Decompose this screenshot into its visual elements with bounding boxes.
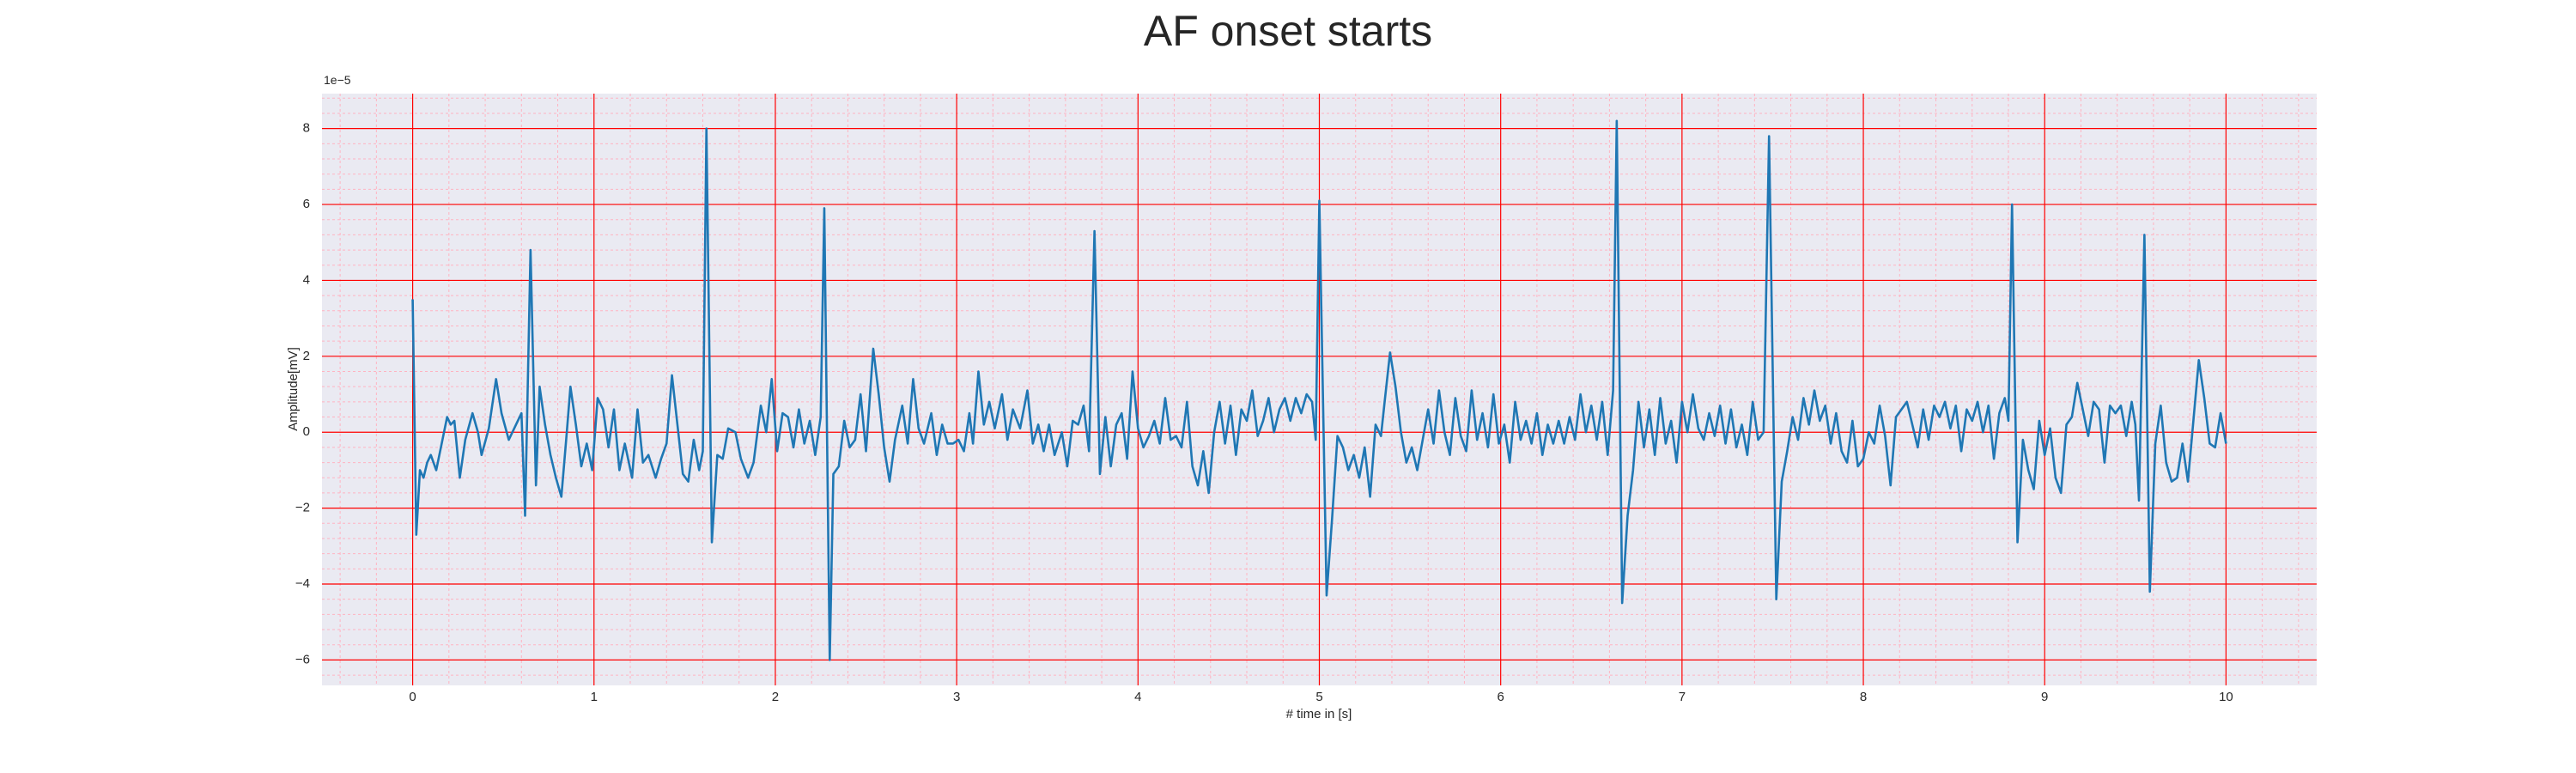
y-tick-label: −2 <box>295 501 310 515</box>
y-tick-label: 0 <box>303 424 310 439</box>
x-tick-label: 9 <box>2041 690 2048 704</box>
chart-title: AF onset starts <box>1144 7 1432 55</box>
x-tick-label: 4 <box>1134 690 1141 704</box>
y-tick-label: 2 <box>303 349 310 363</box>
x-tick-label: 3 <box>953 690 960 704</box>
x-tick-label: 0 <box>409 690 416 704</box>
y-tick-label: 4 <box>303 272 310 287</box>
x-tick-label: 5 <box>1315 690 1322 704</box>
y-axis-label: Amplitude[mV] <box>286 347 301 431</box>
x-tick-label: 10 <box>2219 690 2233 704</box>
x-tick-label: 2 <box>772 690 779 704</box>
signal-line <box>411 119 2227 661</box>
x-tick-label: 1 <box>591 690 598 704</box>
y-offset-text: 1e−5 <box>324 73 351 87</box>
y-tick-label: 6 <box>303 197 310 211</box>
y-tick-label: 8 <box>303 121 310 136</box>
x-axis-label: # time in [s] <box>1286 707 1352 721</box>
x-tick-label: 8 <box>1860 690 1867 704</box>
x-tick-label: 6 <box>1498 690 1504 704</box>
y-tick-label: −6 <box>295 652 310 666</box>
y-tick-label: −4 <box>295 576 310 591</box>
x-tick-label: 7 <box>1679 690 1686 704</box>
